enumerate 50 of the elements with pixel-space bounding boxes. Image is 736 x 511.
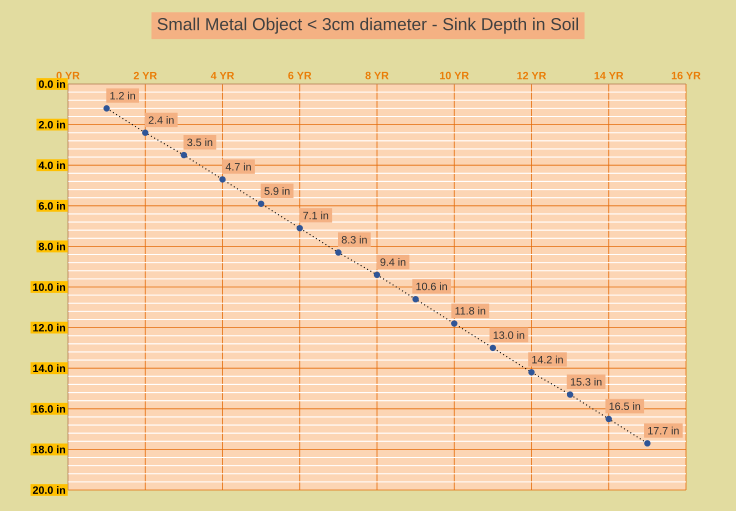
point <box>644 440 651 447</box>
y-tick-label: 12.0 in <box>33 324 66 332</box>
point <box>335 249 342 256</box>
point <box>490 344 496 352</box>
data-label: 4.7 in <box>226 162 251 170</box>
data-label: 2.4 in <box>148 116 174 124</box>
point <box>180 152 188 158</box>
data-label: 9.4 in <box>380 258 406 266</box>
x-tick-label: 2 YR <box>134 72 157 80</box>
chart-title: Small Metal Object < 3cm diameter - Sink Depth in Soil <box>158 18 578 34</box>
point <box>296 224 303 232</box>
data-label: 1.2 in <box>110 92 135 100</box>
point <box>258 200 264 207</box>
y-tick-label: 6.0 in <box>38 202 66 210</box>
data-label: 13.0 in <box>494 331 524 339</box>
point <box>103 105 110 112</box>
point <box>566 391 574 398</box>
x-tick-label: 8 YR <box>365 72 389 80</box>
point <box>528 369 535 376</box>
y-tick-label: 0.0 in <box>38 80 66 88</box>
data-label: 17.7 in <box>648 426 679 434</box>
x-tick-label: 6 YR <box>288 72 312 80</box>
y-tick-label: 8.0 in <box>38 242 66 250</box>
y-tick-label: 14.0 in <box>33 364 66 372</box>
data-label: 7.1 in <box>303 211 328 220</box>
data-label: 16.5 in <box>610 402 640 410</box>
data-label: 14.2 in <box>532 356 563 364</box>
data-label: 10.6 in <box>416 282 447 290</box>
point <box>219 176 226 183</box>
data-label: 3.5 in <box>187 138 212 146</box>
x-tick-label: 16 YR <box>672 72 701 80</box>
point <box>412 296 419 302</box>
x-tick-label: 14 YR <box>594 72 624 80</box>
x-tick-label: 10 YR <box>440 72 469 80</box>
point <box>451 320 458 327</box>
x-tick-label: 4 YR <box>210 72 234 80</box>
y-tick-label: 10.0 in <box>33 283 66 291</box>
point <box>606 416 612 422</box>
y-tick-label: 20.0 in <box>32 486 66 494</box>
point <box>142 130 148 136</box>
y-tick-label: 4.0 in <box>38 161 66 170</box>
x-tick-label: 12 YR <box>517 72 546 80</box>
point <box>374 272 380 278</box>
data-label: 15.3 in <box>570 378 602 386</box>
data-label: 5.9 in <box>264 187 290 195</box>
data-label: 8.3 in <box>342 236 367 244</box>
data-label: 11.8 in <box>455 306 486 315</box>
y-tick-label: 16.0 in <box>33 404 66 413</box>
y-tick-label: 2.0 in <box>38 120 66 129</box>
y-tick-label: 18.0 in <box>33 445 66 454</box>
